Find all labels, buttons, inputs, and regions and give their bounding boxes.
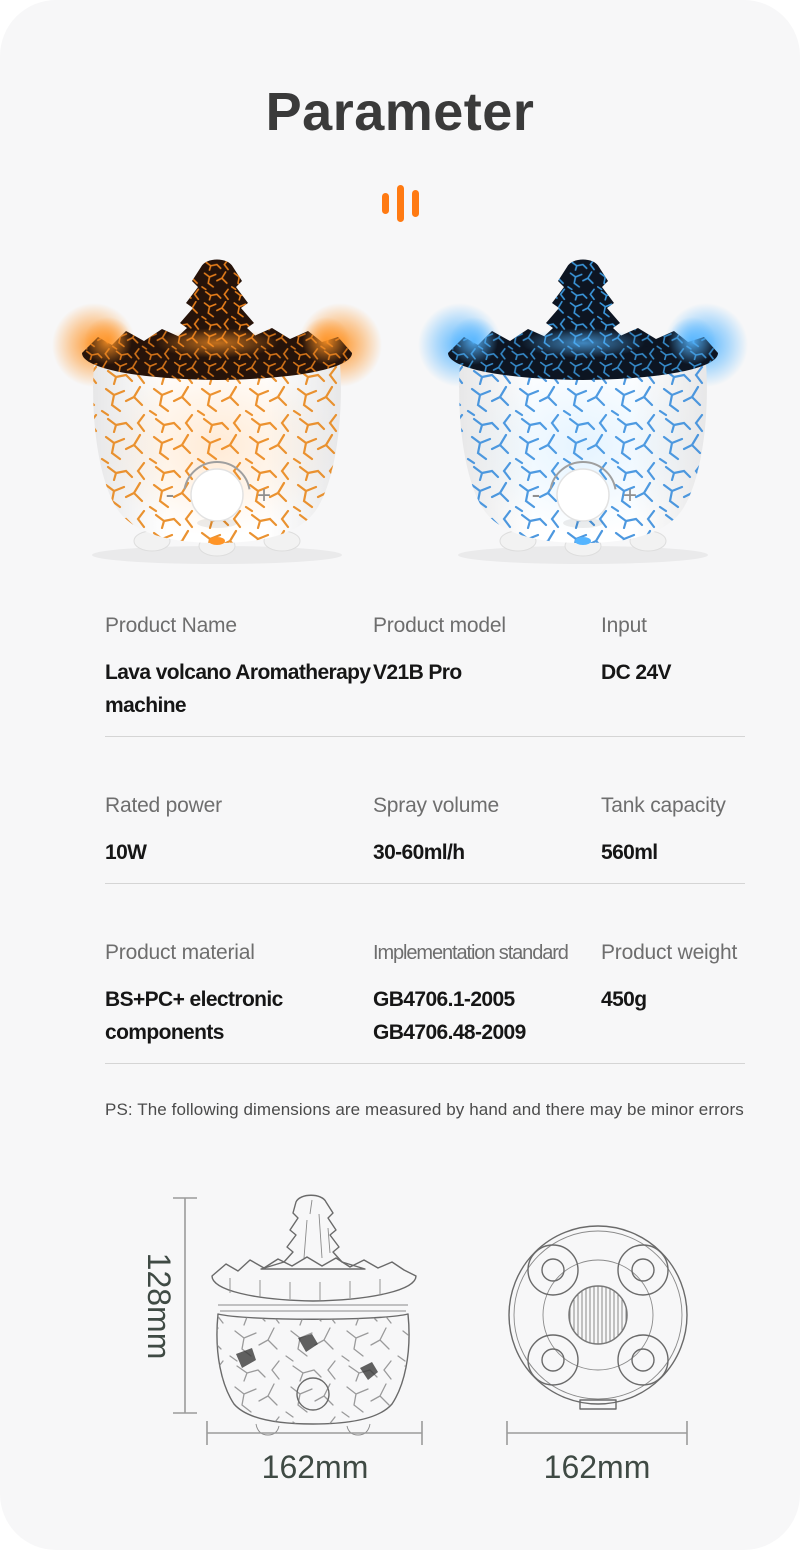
spec-table: Product Name Lava volcano Aromatherapy m…	[0, 583, 800, 1064]
spec-row-2: Rated power 10W Spray volume 30-60ml/h T…	[105, 737, 745, 884]
spec-label: Tank capacity	[601, 793, 726, 817]
spec-value: BS+PC+ electronic components	[105, 987, 283, 1044]
mist-knob: - +	[532, 460, 637, 528]
sound-bar-right	[411, 190, 419, 218]
dimension-diagrams: 128mm 162mm	[0, 1158, 800, 1488]
knob-plus-label: +	[623, 482, 637, 509]
spec-row-3: Product material BS+PC+ electronic compo…	[105, 884, 745, 1064]
sound-bars-icon	[0, 185, 800, 223]
dimension-diagram-side: 128mm 162mm	[141, 1194, 423, 1485]
spec-row-1: Product Name Lava volcano Aromatherapy m…	[105, 583, 745, 737]
spec-label: Implementation standard	[373, 941, 569, 964]
spec-value: Lava volcano Aromatherapy machine	[105, 660, 371, 717]
bottom-view-sketch	[508, 1224, 688, 1410]
spec-cell: Product weight 450g	[601, 940, 745, 1049]
spec-cell: Spray volume 30-60ml/h	[373, 793, 601, 869]
spec-label: Rated power	[105, 793, 222, 817]
spec-value: GB4706.1-2005 GB4706.48-2009	[373, 987, 526, 1044]
spec-value: DC 24V	[601, 660, 672, 684]
led-indicator	[209, 536, 225, 545]
spec-value: 560ml	[601, 840, 658, 864]
spec-cell: Product model V21B Pro	[373, 613, 601, 722]
spec-cell: Tank capacity 560ml	[601, 793, 745, 869]
spec-label: Product model	[373, 613, 506, 637]
knob-plus-label: +	[257, 482, 271, 509]
spec-label: Spray volume	[373, 793, 499, 817]
spec-cell: Product Name Lava volcano Aromatherapy m…	[105, 613, 373, 722]
led-indicator	[575, 536, 591, 545]
spec-label: Input	[601, 613, 647, 637]
sound-bar-middle	[396, 185, 404, 223]
spec-value: 10W	[105, 840, 147, 864]
side-view-sketch	[211, 1194, 417, 1436]
sound-bar-left	[381, 193, 389, 215]
spec-value: V21B Pro	[373, 660, 462, 684]
ps-note: PS: The following dimensions are measure…	[105, 1099, 744, 1119]
spec-label: Product material	[105, 940, 255, 964]
spec-cell: Product material BS+PC+ electronic compo…	[105, 940, 373, 1049]
dim-height-label: 128mm	[141, 1252, 177, 1359]
product-image-flame: - +	[47, 241, 387, 571]
knob-minus-label: -	[532, 479, 541, 509]
mist-knob: - +	[166, 460, 271, 528]
dim-width-label: 162mm	[262, 1449, 369, 1485]
page-title: Parameter	[265, 82, 535, 142]
spec-cell: Rated power 10W	[105, 793, 373, 869]
dim-base-width-label: 162mm	[544, 1449, 651, 1485]
spec-value: 450g	[601, 987, 647, 1011]
spec-value: 30-60ml/h	[373, 840, 465, 864]
product-image-blue: - +	[413, 241, 753, 571]
vent-grille	[568, 1284, 628, 1345]
product-images: - +	[0, 241, 800, 571]
dimension-diagram-bottom: 162mm	[506, 1224, 688, 1485]
spec-cell: Input DC 24V	[601, 613, 745, 722]
spec-label: Product weight	[601, 940, 738, 964]
spec-cell: Implementation standard GB4706.1-2005 GB…	[373, 940, 601, 1049]
knob-minus-label: -	[166, 479, 175, 509]
spec-label: Product Name	[105, 613, 237, 637]
